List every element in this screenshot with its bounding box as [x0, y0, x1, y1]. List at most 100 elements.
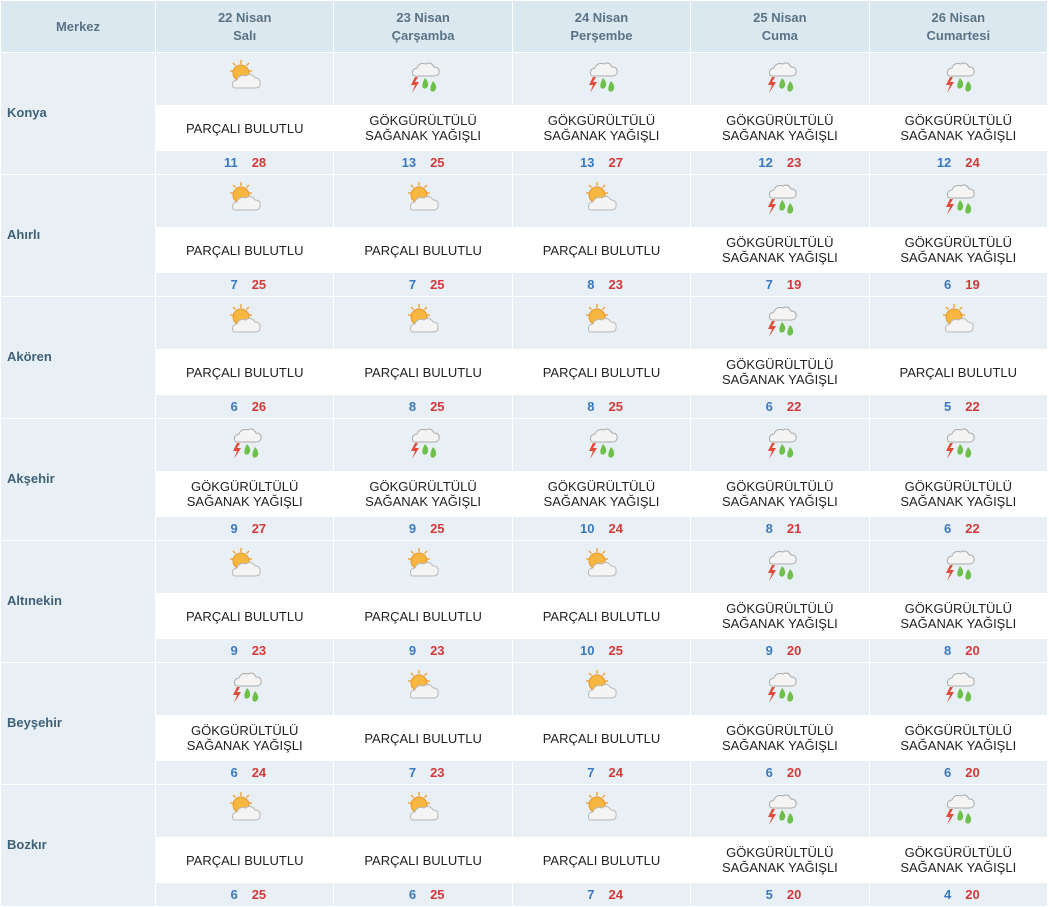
condition-text: GÖKGÜRÜLTÜLÜ SAĞANAK YAĞIŞLI [869, 716, 1048, 761]
max-temp: 28 [251, 155, 267, 170]
condition-text: PARÇALI BULUTLU [334, 228, 513, 273]
temperature-cell: 9 25 [334, 517, 513, 541]
city-name: Ahırlı [7, 227, 41, 242]
condition-line: SAĞANAK YAĞIŞLI [721, 738, 838, 753]
min-temp: 12 [936, 155, 952, 170]
condition-line: SAĞANAK YAĞIŞLI [721, 250, 838, 265]
day-date: 23 Nisan [396, 9, 450, 25]
condition-line: SAĞANAK YAĞIŞLI [900, 738, 1017, 753]
temperature-cell: 6 20 [691, 761, 870, 785]
condition-line: PARÇALI BULUTLU [542, 242, 661, 258]
temperature-cell: 12 23 [691, 151, 870, 175]
temperature-cell: 10 24 [512, 517, 692, 541]
temperature-cell: 9 20 [691, 639, 870, 663]
max-temp: 20 [965, 887, 980, 902]
condition-line: GÖKGÜRÜLTÜLÜ [726, 357, 834, 372]
temperature-cell: 9 23 [334, 639, 513, 663]
max-temp: 23 [786, 155, 802, 170]
max-temp: 24 [251, 765, 267, 780]
city-row: Altınekin [1, 541, 1048, 663]
temperature-cell: 11 28 [156, 151, 335, 175]
min-temp: 6 [230, 399, 238, 414]
max-temp: 25 [430, 521, 445, 536]
partly-cloudy-icon [334, 785, 513, 838]
condition-row: GÖKGÜRÜLTÜLÜ SAĞANAK YAĞIŞLI GÖKGÜRÜLTÜLÜ S… [1, 472, 1048, 517]
condition-line: GÖKGÜRÜLTÜLÜ [547, 479, 656, 494]
min-temp: 13 [401, 155, 417, 170]
partly-cloudy-icon [512, 297, 692, 350]
condition-text: PARÇALI BULUTLU [512, 350, 692, 395]
temperature-cell: 4 20 [869, 883, 1048, 907]
day-header: 25 Nisan Cuma [691, 1, 870, 53]
condition-text: GÖKGÜRÜLTÜLÜ SAĞANAK YAĞIŞLI [869, 106, 1048, 151]
condition-line: PARÇALI BULUTLU [185, 608, 304, 624]
min-temp: 9 [230, 643, 238, 658]
max-temp: 23 [430, 643, 445, 658]
temperature-cell: 6 22 [869, 517, 1048, 541]
min-temp: 6 [944, 765, 952, 780]
condition-text: GÖKGÜRÜLTÜLÜ SAĞANAK YAĞIŞLI [334, 472, 513, 517]
thunder-showers-icon [691, 663, 870, 716]
min-temp: 6 [944, 521, 952, 536]
condition-row: PARÇALI BULUTLU PARÇALI BULUTLU PARÇALI BU… [1, 838, 1048, 883]
condition-text: PARÇALI BULUTLU [156, 594, 335, 639]
condition-text: GÖKGÜRÜLTÜLÜ SAĞANAK YAĞIŞLI [691, 350, 870, 395]
city-name: Bozkır [7, 837, 47, 852]
city-name: Akşehir [7, 471, 55, 486]
condition-line: SAĞANAK YAĞIŞLI [365, 128, 482, 143]
max-temp: 24 [608, 765, 623, 780]
partly-cloudy-icon [512, 663, 692, 716]
city-row: Bozkır [1, 785, 1048, 907]
min-temp: 6 [765, 399, 773, 414]
day-weekday: Salı [233, 27, 257, 43]
condition-line: PARÇALI BULUTLU [364, 852, 482, 868]
max-temp: 25 [430, 399, 445, 414]
min-temp: 7 [230, 277, 238, 292]
condition-text: GÖKGÜRÜLTÜLÜ SAĞANAK YAĞIŞLI [691, 228, 870, 273]
max-temp: 24 [608, 887, 623, 902]
max-temp: 20 [965, 765, 980, 780]
thunder-showers-icon [691, 53, 870, 106]
temperature-cell: 7 23 [334, 761, 513, 785]
day-date: 26 Nisan [931, 9, 986, 25]
condition-line: SAĞANAK YAĞIŞLI [721, 128, 838, 143]
temperature-cell: 8 21 [691, 517, 870, 541]
max-temp: 25 [430, 887, 445, 902]
condition-text: GÖKGÜRÜLTÜLÜ SAĞANAK YAĞIŞLI [691, 106, 870, 151]
condition-text: GÖKGÜRÜLTÜLÜ SAĞANAK YAĞIŞLI [512, 472, 692, 517]
condition-text: PARÇALI BULUTLU [512, 594, 692, 639]
condition-line: GÖKGÜRÜLTÜLÜ [726, 723, 834, 738]
condition-line: GÖKGÜRÜLTÜLÜ [369, 479, 477, 494]
temperature-cell: 8 20 [869, 639, 1048, 663]
temperature-row: 7 25 7 25 8 23 7 19 6 19 [1, 273, 1048, 297]
condition-line: SAĞANAK YAĞIŞLI [721, 494, 838, 509]
day-header: 23 Nisan Çarşamba [334, 1, 513, 53]
min-temp: 7 [408, 765, 417, 780]
min-temp: 8 [408, 399, 417, 414]
min-temp: 13 [580, 155, 595, 170]
condition-line: PARÇALI BULUTLU [364, 608, 482, 624]
condition-text: PARÇALI BULUTLU [334, 594, 513, 639]
min-temp: 12 [758, 155, 773, 170]
condition-line: GÖKGÜRÜLTÜLÜ [726, 845, 834, 860]
condition-line: PARÇALI BULUTLU [185, 364, 304, 380]
temperature-row: 6 25 6 25 7 24 5 20 4 20 [1, 883, 1048, 907]
condition-line: SAĞANAK YAĞIŞLI [543, 128, 660, 143]
partly-cloudy-icon [334, 663, 513, 716]
min-temp: 8 [587, 399, 595, 414]
max-temp: 25 [430, 155, 445, 170]
condition-line: SAĞANAK YAĞIŞLI [543, 494, 660, 509]
condition-line: GÖKGÜRÜLTÜLÜ [191, 479, 299, 494]
temperature-row: 11 28 13 25 13 27 12 23 12 24 [1, 151, 1048, 175]
partly-cloudy-icon [156, 297, 335, 350]
condition-line: GÖKGÜRÜLTÜLÜ [191, 723, 299, 738]
temperature-cell: 6 25 [156, 883, 335, 907]
condition-line: SAĞANAK YAĞIŞLI [365, 494, 482, 509]
min-temp: 9 [765, 643, 773, 658]
condition-line: SAĞANAK YAĞIŞLI [186, 738, 303, 753]
condition-row: PARÇALI BULUTLU PARÇALI BULUTLU PARÇALI BU… [1, 594, 1048, 639]
temperature-cell: 6 25 [334, 883, 513, 907]
thunder-showers-icon [691, 541, 870, 594]
temperature-cell: 6 24 [156, 761, 335, 785]
